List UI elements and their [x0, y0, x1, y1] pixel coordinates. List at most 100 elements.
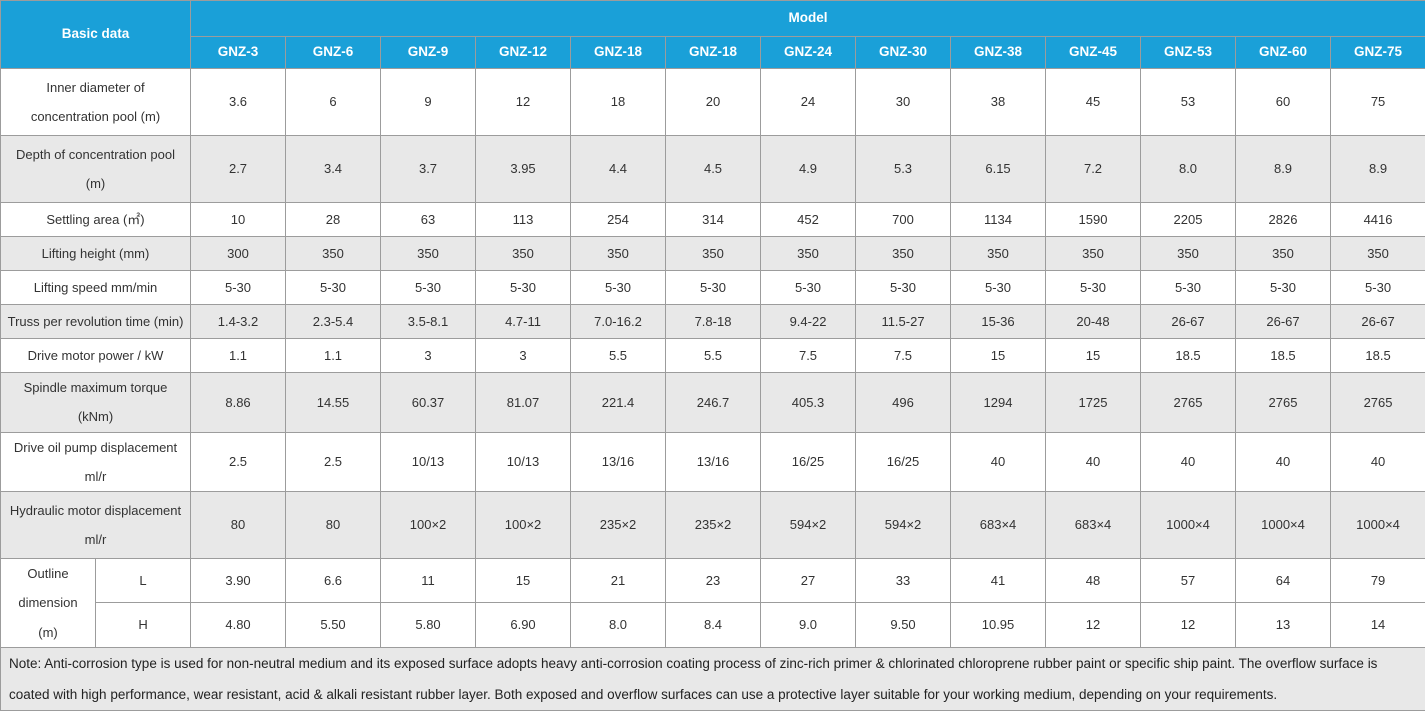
basic-data-header: Basic data — [1, 1, 191, 69]
data-cell: 8.0 — [1141, 136, 1236, 203]
data-cell: 350 — [476, 237, 571, 271]
data-cell: 2.5 — [286, 432, 381, 492]
data-cell: 7.5 — [856, 339, 951, 373]
data-cell: 9 — [381, 69, 476, 136]
data-cell: 5.80 — [381, 603, 476, 647]
row-label: Hydraulic motor displacement ml/r — [1, 492, 191, 559]
data-cell: 2.7 — [191, 136, 286, 203]
data-cell: 14 — [1331, 603, 1425, 647]
data-cell: 5.3 — [856, 136, 951, 203]
data-cell: 3.7 — [381, 136, 476, 203]
data-cell: 15 — [476, 559, 571, 603]
data-cell: 300 — [191, 237, 286, 271]
data-cell: 350 — [761, 237, 856, 271]
outline-sub-row-label: H — [96, 603, 191, 647]
data-cell: 11 — [381, 559, 476, 603]
model-header-cell: GNZ-3 — [191, 37, 286, 69]
row-label: Truss per revolution time (min) — [1, 305, 191, 339]
data-cell: 350 — [1236, 237, 1331, 271]
data-cell: 4416 — [1331, 203, 1425, 237]
data-cell: 4.7-11 — [476, 305, 571, 339]
data-cell: 60.37 — [381, 373, 476, 433]
data-cell: 40 — [951, 432, 1046, 492]
data-cell: 13/16 — [666, 432, 761, 492]
data-cell: 80 — [191, 492, 286, 559]
data-cell: 100×2 — [476, 492, 571, 559]
data-cell: 254 — [571, 203, 666, 237]
data-cell: 5-30 — [666, 271, 761, 305]
data-cell: 16/25 — [761, 432, 856, 492]
data-cell: 7.0-16.2 — [571, 305, 666, 339]
data-cell: 9.50 — [856, 603, 951, 647]
data-cell: 1590 — [1046, 203, 1141, 237]
data-cell: 80 — [286, 492, 381, 559]
data-cell: 7.2 — [1046, 136, 1141, 203]
data-cell: 1294 — [951, 373, 1046, 433]
data-cell: 1.1 — [286, 339, 381, 373]
data-cell: 13 — [1236, 603, 1331, 647]
data-cell: 1000×4 — [1141, 492, 1236, 559]
model-header-cell: GNZ-12 — [476, 37, 571, 69]
row-label: Spindle maximum torque (kNm) — [1, 373, 191, 433]
data-cell: 2765 — [1331, 373, 1425, 433]
data-cell: 350 — [1046, 237, 1141, 271]
data-cell: 40 — [1141, 432, 1236, 492]
data-cell: 1.4-3.2 — [191, 305, 286, 339]
data-cell: 63 — [381, 203, 476, 237]
data-cell: 79 — [1331, 559, 1425, 603]
data-cell: 20 — [666, 69, 761, 136]
data-cell: 5-30 — [856, 271, 951, 305]
row-label: Lifting speed mm/min — [1, 271, 191, 305]
data-cell: 4.9 — [761, 136, 856, 203]
data-cell: 15 — [951, 339, 1046, 373]
data-cell: 57 — [1141, 559, 1236, 603]
data-cell: 350 — [856, 237, 951, 271]
data-cell: 683×4 — [1046, 492, 1141, 559]
data-cell: 14.55 — [286, 373, 381, 433]
data-cell: 8.9 — [1236, 136, 1331, 203]
data-cell: 10.95 — [951, 603, 1046, 647]
data-cell: 26-67 — [1236, 305, 1331, 339]
data-cell: 23 — [666, 559, 761, 603]
data-cell: 2205 — [1141, 203, 1236, 237]
model-header-cell: GNZ-30 — [856, 37, 951, 69]
outline-dimension-label: Outline dimension (m) — [1, 559, 96, 648]
data-cell: 15-36 — [951, 305, 1046, 339]
model-header-cell: GNZ-9 — [381, 37, 476, 69]
data-cell: 40 — [1046, 432, 1141, 492]
data-cell: 13/16 — [571, 432, 666, 492]
data-cell: 2.3-5.4 — [286, 305, 381, 339]
data-cell: 2.5 — [191, 432, 286, 492]
data-cell: 6 — [286, 69, 381, 136]
data-cell: 24 — [761, 69, 856, 136]
note-row: Note: Anti-corrosion type is used for no… — [1, 647, 1425, 710]
data-cell: 405.3 — [761, 373, 856, 433]
data-cell: 221.4 — [571, 373, 666, 433]
table-row: Inner diameter of concentration pool (m)… — [1, 69, 1425, 136]
data-cell: 10 — [191, 203, 286, 237]
data-cell: 9.0 — [761, 603, 856, 647]
data-cell: 1.1 — [191, 339, 286, 373]
data-cell: 3.95 — [476, 136, 571, 203]
data-cell: 5-30 — [571, 271, 666, 305]
data-cell: 5.5 — [571, 339, 666, 373]
data-cell: 350 — [1331, 237, 1425, 271]
model-header-cell: GNZ-24 — [761, 37, 856, 69]
data-cell: 15 — [1046, 339, 1141, 373]
data-cell: 53 — [1141, 69, 1236, 136]
data-cell: 5-30 — [191, 271, 286, 305]
data-cell: 5-30 — [476, 271, 571, 305]
data-cell: 5-30 — [1236, 271, 1331, 305]
data-cell: 40 — [1236, 432, 1331, 492]
data-cell: 5-30 — [1046, 271, 1141, 305]
data-cell: 3.6 — [191, 69, 286, 136]
